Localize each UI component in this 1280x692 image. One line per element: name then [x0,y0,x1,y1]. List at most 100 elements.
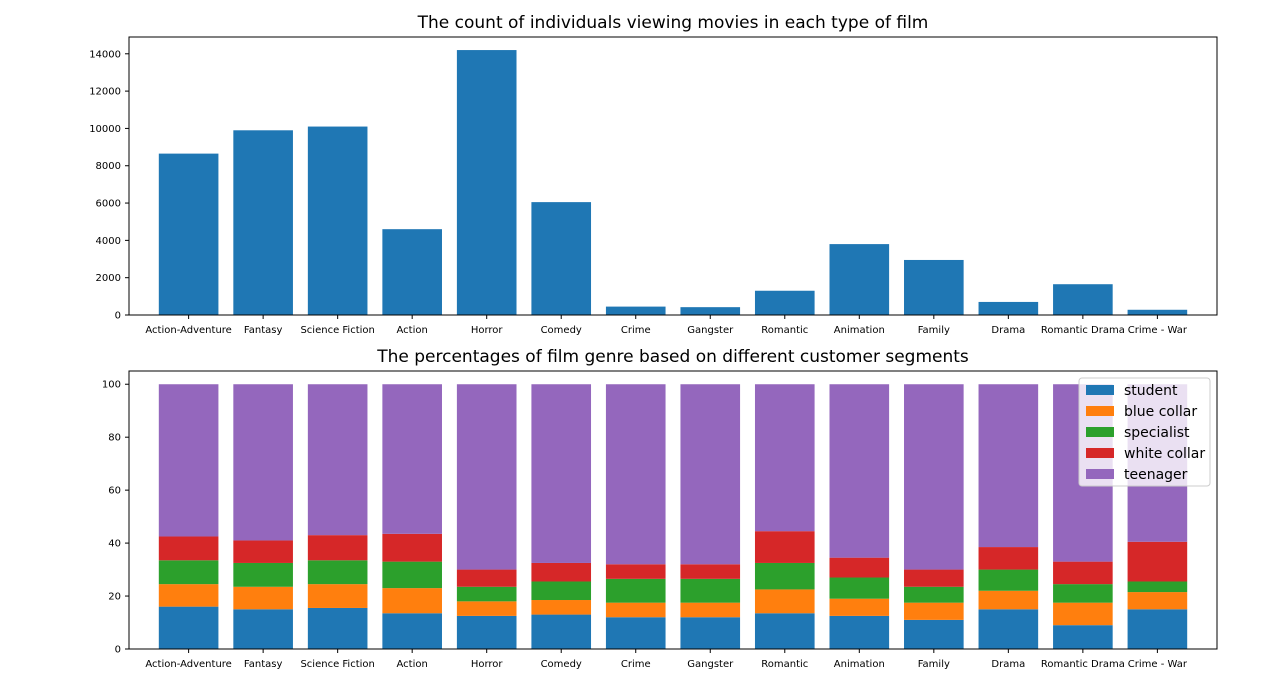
top-bar-5 [531,202,592,315]
top-xtick-label-9: Animation [834,325,885,336]
bottom-bar-blue-collar-5 [531,600,592,615]
bottom-bar-blue-collar-9 [829,598,890,616]
bottom-bar-student-3 [382,613,442,649]
bottom-bar-white-collar-6 [605,564,666,579]
top-xtick-label-0: Action-Adventure [145,325,231,336]
top-xtick-label-12: Romantic Drama [1041,325,1125,336]
bottom-bar-specialist-5 [531,581,592,601]
bottom-bar-specialist-11 [978,569,1039,591]
top-bar-9 [829,244,890,315]
bottom-bar-teenager-1 [233,384,293,541]
top-ytick-label-0: 0 [115,311,121,322]
bottom-legend-swatch-white-collar [1086,448,1114,458]
bottom-bar-specialist-4 [456,586,517,602]
bottom-legend-box [1078,377,1211,487]
bottom-xtick-label-0: Action-Adventure [145,659,231,670]
top-bar-10 [904,259,964,315]
bottom-bar-teenager-0 [158,384,219,537]
bottom-bar-specialist-12 [1053,584,1113,603]
bottom-bar-blue-collar-10 [904,602,964,620]
bottom-bar-white-collar-8 [754,531,815,563]
bottom-bar-teenager-5 [531,384,592,563]
chart-bottom: The percentages of film genre based on d… [102,347,1218,670]
bottom-xtick-label-6: Crime [621,659,651,670]
bottom-xtick-label-5: Comedy [541,659,582,670]
top-ytick-label-2: 4000 [96,236,121,247]
bottom-bar-white-collar-11 [978,547,1039,570]
bottom-ytick-label-0: 0 [115,645,121,656]
bottom-legend-swatch-student [1086,385,1114,395]
bottom-bar-blue-collar-11 [978,590,1039,610]
chart-bottom-y-axis: 0 20 40 60 80 100 [102,380,129,656]
bottom-bar-blue-collar-1 [233,586,293,610]
bottom-bar-student-9 [829,615,890,649]
top-xtick-label-2: Science Fiction [300,325,374,336]
bottom-bar-white-collar-4 [456,569,517,587]
bottom-bar-specialist-9 [829,577,890,599]
bottom-xtick-label-11: Drama [991,659,1025,670]
bottom-legend-label-student: student [1124,383,1178,399]
bottom-bar-student-6 [605,617,666,649]
bottom-xtick-label-1: Fantasy [244,659,283,670]
top-bar-12 [1053,284,1113,315]
chart-top-frame [128,36,1218,316]
bottom-bar-student-12 [1053,625,1113,649]
bottom-bar-specialist-1 [233,562,293,587]
bottom-bar-white-collar-2 [307,535,368,561]
top-xtick-label-3: Action [397,325,428,336]
bottom-bar-blue-collar-7 [680,602,741,618]
chart-top-y-axis: 0 2000 4000 6000 8000 10000 12000 14000 [89,49,129,322]
top-xtick-label-7: Gangster [687,325,734,336]
top-ytick-label-3: 6000 [96,199,121,210]
top-xtick-label-8: Romantic [761,325,808,336]
bottom-bar-white-collar-12 [1053,561,1113,585]
top-xtick-label-1: Fantasy [244,325,283,336]
top-bar-6 [605,306,666,315]
bottom-bar-white-collar-13 [1127,541,1188,582]
bottom-bar-teenager-7 [680,384,741,565]
top-bar-8 [754,290,815,315]
top-xtick-label-13: Crime - War [1128,325,1188,336]
bottom-xtick-label-10: Family [918,659,950,670]
top-bar-0 [158,153,219,315]
top-xtick-label-6: Crime [621,325,651,336]
bottom-ytick-label-4: 80 [108,433,121,444]
top-ytick-label-7: 14000 [89,49,121,60]
top-xtick-label-5: Comedy [541,325,582,336]
bottom-xtick-label-7: Gangster [687,659,734,670]
bottom-bar-blue-collar-8 [754,589,815,614]
bottom-bar-teenager-9 [829,384,890,558]
bottom-xtick-label-13: Crime - War [1128,659,1188,670]
bottom-bar-student-10 [904,619,964,649]
bottom-bar-student-1 [233,609,293,649]
bottom-legend-label-teenager: teenager [1124,467,1188,483]
top-bar-2 [307,126,368,316]
bottom-bar-student-0 [158,606,219,649]
bottom-bar-white-collar-10 [904,569,964,587]
bottom-bar-teenager-11 [978,384,1039,548]
bottom-bar-specialist-3 [382,561,442,589]
bottom-bar-teenager-10 [904,384,964,570]
bottom-bar-blue-collar-12 [1053,602,1113,626]
bottom-bar-blue-collar-13 [1127,592,1188,610]
chart-top-x-axis: Action-Adventure Fantasy Science Fiction Ac… [145,315,1188,336]
bottom-bar-student-8 [754,613,815,649]
bottom-bar-blue-collar-0 [158,584,219,607]
bottom-bar-blue-collar-3 [382,588,442,614]
top-bar-7 [680,307,741,315]
bottom-ytick-label-1: 20 [108,592,121,603]
chart-top: The count of individuals viewing movies … [89,13,1218,336]
chart-top-title: The count of individuals viewing movies … [417,13,929,33]
bottom-bar-student-13 [1127,609,1188,649]
bottom-bar-teenager-2 [307,384,368,536]
chart-bottom-title: The percentages of film genre based on d… [376,347,969,367]
bottom-legend-swatch-blue-collar [1086,406,1114,416]
bottom-bar-blue-collar-2 [307,584,368,608]
bottom-ytick-label-5: 100 [102,380,121,391]
bottom-bar-specialist-6 [605,578,666,603]
bottom-bar-white-collar-9 [829,557,890,578]
bottom-bar-student-11 [978,609,1039,649]
bottom-bar-white-collar-0 [158,536,219,561]
top-xtick-label-10: Family [918,325,950,336]
